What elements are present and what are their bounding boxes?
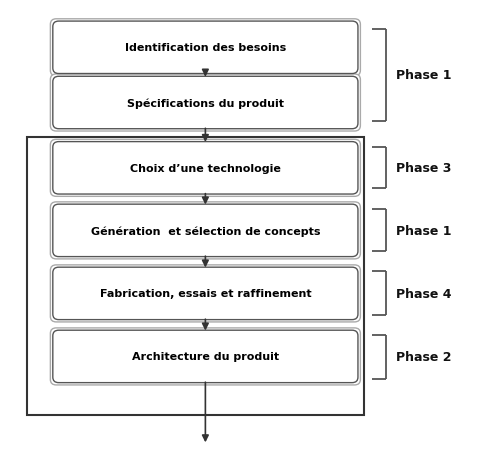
Text: Phase 1: Phase 1 <box>395 224 450 237</box>
Text: Phase 3: Phase 3 <box>395 162 450 174</box>
FancyBboxPatch shape <box>53 268 357 320</box>
FancyBboxPatch shape <box>50 75 360 132</box>
Text: Phase 4: Phase 4 <box>395 287 450 300</box>
Text: Identification des besoins: Identification des besoins <box>124 43 285 53</box>
Text: Phase 2: Phase 2 <box>395 350 450 364</box>
FancyBboxPatch shape <box>50 140 360 197</box>
FancyBboxPatch shape <box>50 265 360 322</box>
FancyBboxPatch shape <box>53 22 357 74</box>
Text: Choix d’une technologie: Choix d’une technologie <box>130 163 280 174</box>
Text: Spécifications du produit: Spécifications du produit <box>126 98 284 108</box>
Text: Fabrication, essais et raffinement: Fabrication, essais et raffinement <box>100 289 310 299</box>
Text: Génération  et sélection de concepts: Génération et sélection de concepts <box>90 226 320 236</box>
Text: Phase 1: Phase 1 <box>395 69 450 82</box>
FancyBboxPatch shape <box>53 205 357 257</box>
FancyBboxPatch shape <box>53 330 357 383</box>
Text: Architecture du produit: Architecture du produit <box>132 352 278 362</box>
FancyBboxPatch shape <box>50 328 360 385</box>
FancyBboxPatch shape <box>50 20 360 77</box>
FancyBboxPatch shape <box>50 202 360 259</box>
FancyBboxPatch shape <box>53 77 357 129</box>
FancyBboxPatch shape <box>53 142 357 195</box>
Bar <box>27 138 364 415</box>
